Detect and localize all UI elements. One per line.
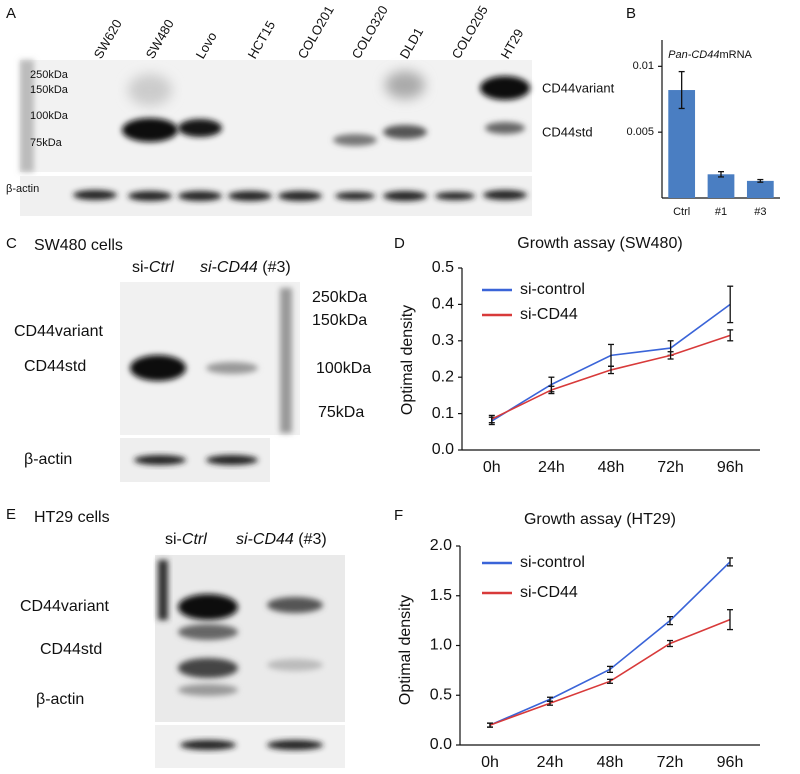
panel-title: HT29 cells [34,509,110,526]
marker-label: 100kDa [316,360,371,377]
lane-label: SW480 [143,17,177,61]
y-tick-label: 0.2 [432,368,454,385]
marker-label: 100kDa [30,110,69,122]
band-label: CD44variant [20,598,109,615]
blot-a [20,60,532,216]
y-axis-label: Optimal density [399,305,416,415]
y-tick-label: 0.3 [432,332,454,349]
y-tick-label: 1.0 [430,637,452,654]
panel-letter: C [6,235,17,252]
marker-label: 150kDa [312,312,367,329]
chart-title-part: mRNA [719,49,752,61]
x-tick-label: Ctrl [673,206,690,218]
lane-label-part: (#3) [294,531,327,548]
lane-label: COLO205 [449,3,491,61]
lane-label: COLO320 [349,3,391,61]
panel-letter: A [6,5,16,22]
chart-title: Growth assay (HT29) [524,511,676,528]
y-tick-label: 0.005 [626,126,654,138]
band-label: β-actin [6,183,39,195]
band-label: CD44std [40,641,102,658]
panel-letter: D [394,235,405,252]
y-tick-label: 0.1 [432,405,454,422]
lane-label: COLO201 [295,3,337,61]
band-label: CD44std [542,124,593,139]
lane-label: HCT15 [245,18,279,61]
legend-label: si-control [520,281,585,298]
x-tick-label: 96h [717,459,744,476]
lane-label: Lovo [193,29,220,61]
band-label: CD44variant [14,323,103,340]
lane-label-part: si-CD44 [200,259,258,276]
x-tick-label: 48h [597,754,624,771]
y-tick-label: 0.5 [432,259,454,276]
bar [746,180,774,198]
chart-title: Pan-CD44mRNA [668,49,752,61]
lane-label: DLD1 [397,25,427,61]
lane-label-part: si- [132,259,149,276]
y-tick-label: 1.5 [430,587,452,604]
lane-label-part: Ctrl [182,531,207,548]
y-tick-label: 0.5 [430,686,452,703]
lane-label: SW620 [91,17,125,61]
bar [707,174,735,198]
y-tick-label: 0.01 [633,60,654,72]
x-tick-label: 0h [481,754,499,771]
lane-label-part: (#3) [258,259,291,276]
band-label: β-actin [36,691,84,708]
lane-label: si-Ctrl [165,531,207,548]
y-tick-label: 2.0 [430,537,452,554]
lane-label: si-CD44 (#3) [236,531,327,548]
x-tick-label: 24h [537,754,564,771]
marker-label: 150kDa [30,84,69,96]
legend-label: si-control [520,554,585,571]
panel-title: SW480 cells [34,237,123,254]
x-tick-label: 24h [538,459,565,476]
marker-label: 250kDa [312,289,367,306]
marker-label: 75kDa [318,404,364,421]
blot-c [120,282,300,482]
marker-label: 250kDa [30,69,69,81]
y-tick-label: 0.4 [432,296,454,313]
lane-label: HT29 [498,26,527,61]
y-tick-label: 0.0 [430,736,452,753]
lane-label: si-Ctrl [132,259,174,276]
panel-letter: B [626,5,636,22]
lane-label: si-CD44 (#3) [200,259,291,276]
x-tick-label: 72h [657,754,684,771]
legend-label: si-CD44 [520,306,578,323]
chart-title: Growth assay (SW480) [517,235,682,252]
x-tick-label: #1 [715,206,727,218]
blot-e [155,555,345,768]
x-tick-label: 0h [483,459,501,476]
panel-letter: F [394,507,403,524]
chart-title-part: Pan-CD44 [668,49,719,61]
lane-label-part: si-CD44 [236,531,294,548]
x-tick-label: #3 [754,206,766,218]
y-tick-label: 0.0 [432,441,454,458]
x-tick-label: 96h [717,754,744,771]
x-tick-label: 72h [657,459,684,476]
band-label: β-actin [24,451,72,468]
x-tick-label: 48h [598,459,625,476]
lane-label-part: si- [165,531,182,548]
lane-label-part: Ctrl [149,259,174,276]
y-axis-label: Optimal density [397,595,414,705]
panel-letter: E [6,506,16,523]
legend-label: si-CD44 [520,584,578,601]
marker-label: 75kDa [30,137,63,149]
band-label: CD44variant [542,80,615,95]
band-label: CD44std [24,358,86,375]
lane-labels: SW620 SW480 Lovo HCT15 COLO201 COLO320 D… [91,3,527,61]
